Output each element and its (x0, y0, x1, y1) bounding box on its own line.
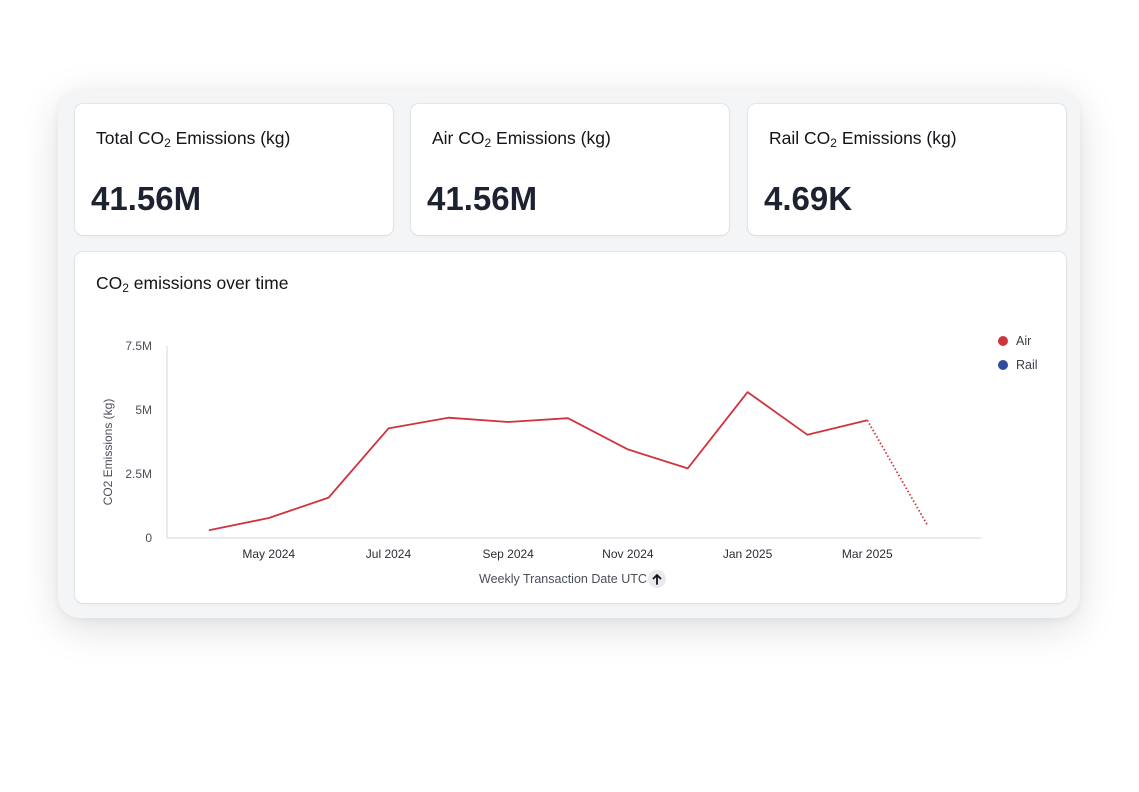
data-point-air[interactable] (323, 492, 335, 504)
chart-card: CO2 emissions over time CO2 Emissions (k… (75, 252, 1066, 603)
x-tick-label: Mar 2025 (842, 547, 893, 561)
x-tick-label: Jul 2024 (366, 547, 412, 561)
kpi-card-total[interactable]: Total CO2 Emissions (kg) 41.56M (75, 104, 393, 235)
data-point-air[interactable] (682, 462, 694, 474)
y-tick-label: 5M (135, 403, 152, 417)
data-point-air[interactable] (861, 414, 873, 426)
kpi-value: 41.56M (91, 180, 202, 217)
legend-item-air[interactable]: Air (998, 334, 1031, 348)
dashboard-panel: Total CO2 Emissions (kg) 41.56M Air CO2 … (58, 90, 1080, 618)
y-tick-label: 0 (145, 531, 152, 545)
kpi-title: Rail CO2 Emissions (kg) (769, 128, 957, 150)
series-line-air[interactable] (208, 391, 868, 532)
data-point-air[interactable] (742, 386, 754, 398)
legend-item-rail[interactable]: Rail (998, 358, 1038, 372)
series-line-air-partial[interactable] (866, 419, 928, 526)
line-chart: CO2 Emissions (kg) 0 2.5M 5M 7.5M May 2024 J… (101, 339, 981, 561)
chart-title: CO2 emissions over time (96, 273, 289, 295)
data-point-air[interactable] (382, 422, 394, 434)
kpi-value: 4.69K (764, 180, 853, 217)
x-tick-label: Sep 2024 (482, 547, 534, 561)
legend-label: Air (1016, 334, 1032, 348)
x-axis-title: Weekly Transaction Date UTC (479, 570, 666, 588)
data-point-air[interactable] (562, 412, 574, 424)
data-point-air[interactable] (442, 412, 454, 424)
data-point-air[interactable] (801, 429, 813, 441)
x-ticks: May 2024 Jul 2024 Sep 2024 Nov 2024 Jan 2025… (242, 547, 893, 561)
legend-dot-rail (998, 360, 1008, 370)
data-point-air[interactable] (203, 524, 215, 536)
kpi-card-air[interactable]: Air CO2 Emissions (kg) 41.56M (411, 104, 729, 235)
data-point-air[interactable] (921, 519, 933, 531)
y-ticks: 0 2.5M 5M 7.5M (125, 339, 152, 545)
x-axis-title-label: Weekly Transaction Date UTC (479, 572, 647, 586)
x-tick-label: May 2024 (242, 547, 295, 561)
kpi-title: Total CO2 Emissions (kg) (96, 128, 291, 150)
data-point-air[interactable] (622, 443, 634, 455)
data-point-air[interactable] (502, 416, 514, 428)
legend-dot-air (998, 336, 1008, 346)
x-tick-label: Nov 2024 (602, 547, 654, 561)
kpi-value: 41.56M (427, 180, 538, 217)
kpi-title: Air CO2 Emissions (kg) (432, 128, 611, 150)
y-axis-title: CO2 Emissions (kg) (101, 399, 115, 506)
kpi-card-rail[interactable]: Rail CO2 Emissions (kg) 4.69K (748, 104, 1066, 235)
legend-label: Rail (1016, 358, 1038, 372)
x-tick-label: Jan 2025 (723, 547, 773, 561)
data-point-air[interactable] (263, 512, 275, 524)
arrow-up-icon (652, 573, 662, 585)
y-tick-label: 2.5M (125, 467, 152, 481)
series-layer (203, 386, 933, 536)
y-tick-label: 7.5M (125, 339, 152, 353)
sort-button[interactable] (647, 570, 666, 588)
